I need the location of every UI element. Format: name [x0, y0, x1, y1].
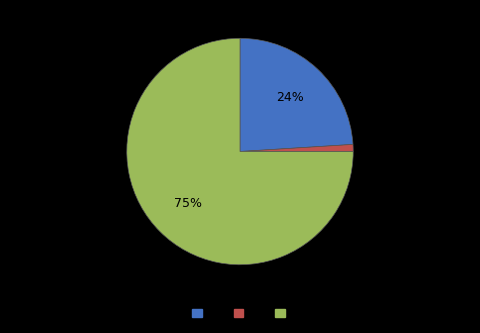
Wedge shape [240, 38, 353, 152]
Text: 75%: 75% [174, 197, 202, 210]
Text: 24%: 24% [276, 91, 304, 104]
Wedge shape [240, 145, 353, 152]
Wedge shape [127, 38, 353, 265]
Legend: , , : , , [188, 304, 292, 322]
